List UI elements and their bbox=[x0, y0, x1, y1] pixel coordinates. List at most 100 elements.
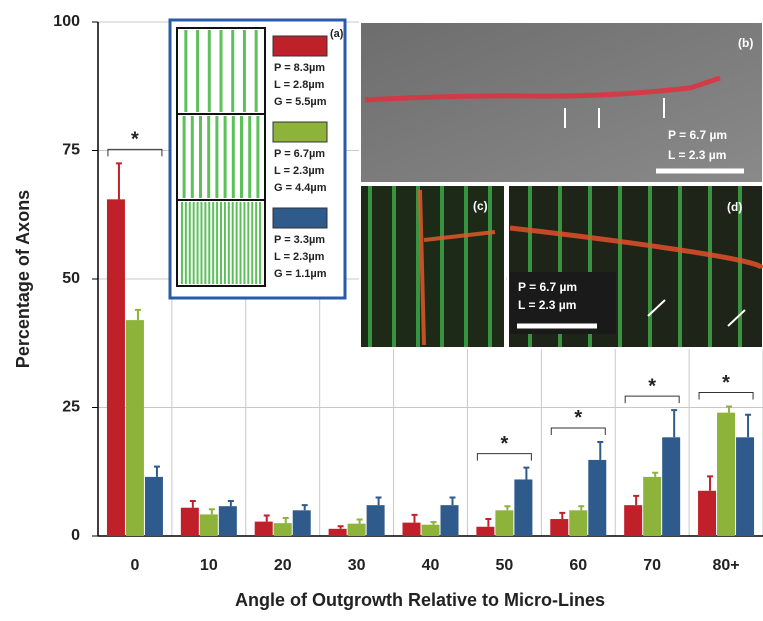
inset-text: L = 2.3 µm bbox=[518, 298, 576, 312]
inset-label: (b) bbox=[738, 36, 753, 50]
inset-label: (a) bbox=[330, 28, 344, 40]
micro-lines bbox=[368, 186, 492, 347]
error-bar bbox=[597, 440, 604, 460]
legend-swatch bbox=[272, 121, 328, 143]
bar bbox=[328, 528, 347, 536]
x-tick-label: 80+ bbox=[712, 557, 739, 574]
bar bbox=[624, 505, 643, 536]
error-bar bbox=[189, 500, 196, 508]
legend-swatch bbox=[272, 35, 328, 57]
x-tick-label: 50 bbox=[495, 557, 513, 574]
bar bbox=[218, 506, 237, 536]
bar bbox=[421, 524, 440, 536]
bar bbox=[662, 437, 681, 536]
x-tick-label: 70 bbox=[643, 557, 661, 574]
legend-label: P = 8.3µm bbox=[274, 62, 325, 74]
legend-label: G = 1.1µm bbox=[274, 268, 327, 280]
legend-label: G = 5.5µm bbox=[274, 96, 327, 108]
error-bar bbox=[485, 518, 492, 527]
bar bbox=[495, 510, 514, 536]
bar bbox=[588, 459, 607, 536]
inset-text: P = 6.7 µm bbox=[668, 128, 727, 142]
x-tick-label: 30 bbox=[348, 557, 366, 574]
inset-b-photo bbox=[359, 21, 763, 184]
bar bbox=[736, 437, 755, 536]
bar bbox=[476, 526, 495, 536]
inset-text: P = 6.7 µm bbox=[518, 280, 577, 294]
error-bar bbox=[707, 475, 714, 491]
axon-trace bbox=[418, 189, 496, 346]
axon-trace bbox=[509, 225, 763, 270]
axon-trace bbox=[364, 75, 721, 103]
error-bar bbox=[115, 162, 122, 200]
legend-label: P = 6.7µm bbox=[274, 148, 325, 160]
y-tick-label: 25 bbox=[62, 399, 80, 416]
legend-label: P = 3.3µm bbox=[274, 234, 325, 246]
error-bar bbox=[671, 409, 678, 438]
significance-bracket bbox=[698, 391, 754, 400]
y-tick-label: 100 bbox=[53, 13, 80, 30]
significance-bracket bbox=[624, 395, 680, 404]
bar bbox=[292, 510, 311, 536]
error-bar bbox=[301, 504, 308, 511]
bar bbox=[144, 476, 163, 536]
significance-label: * bbox=[722, 372, 730, 394]
error-bar bbox=[559, 511, 566, 520]
bar bbox=[180, 507, 199, 536]
error-bar bbox=[208, 508, 215, 515]
legend-label: G = 4.4µm bbox=[274, 182, 327, 194]
significance-bracket bbox=[550, 427, 606, 435]
y-tick-label: 0 bbox=[71, 527, 80, 544]
significance-label: * bbox=[131, 129, 139, 151]
x-tick-label: 40 bbox=[422, 557, 440, 574]
error-bar bbox=[227, 500, 234, 507]
bar bbox=[199, 514, 218, 536]
error-bar bbox=[153, 465, 160, 477]
bar bbox=[273, 523, 292, 536]
bar bbox=[550, 519, 569, 536]
x-tick-label: 10 bbox=[200, 557, 218, 574]
bar bbox=[514, 479, 533, 536]
inset-text: L = 2.3 µm bbox=[668, 148, 726, 162]
error-bar bbox=[449, 496, 456, 506]
error-bar bbox=[523, 466, 530, 480]
significance-label: * bbox=[574, 407, 582, 429]
legend-label: L = 2.3µm bbox=[274, 165, 325, 177]
significance-label: * bbox=[648, 375, 656, 397]
pattern-panel bbox=[176, 113, 266, 201]
error-bar bbox=[282, 517, 289, 524]
x-axis-label: Angle of Outgrowth Relative to Micro-Lin… bbox=[235, 590, 605, 610]
arrows bbox=[647, 299, 746, 327]
significance-bracket bbox=[107, 148, 163, 157]
bar bbox=[717, 412, 736, 536]
bar bbox=[402, 522, 421, 536]
error-bar bbox=[745, 413, 752, 438]
error-bar bbox=[578, 505, 585, 511]
significance-bracket bbox=[476, 453, 532, 461]
x-tick-label: 20 bbox=[274, 557, 292, 574]
y-tick-label: 75 bbox=[62, 142, 80, 159]
legend-label: L = 2.8µm bbox=[274, 79, 325, 91]
arrows bbox=[564, 98, 665, 128]
legend-label: L = 2.3µm bbox=[274, 251, 325, 263]
bar bbox=[698, 490, 717, 536]
error-bar bbox=[375, 496, 382, 506]
inset-label: (c) bbox=[473, 199, 488, 213]
error-bar bbox=[633, 494, 640, 506]
y-axis-label: Percentage of Axons bbox=[13, 190, 33, 368]
y-tick-label: 50 bbox=[62, 270, 80, 287]
error-bar bbox=[337, 525, 344, 529]
error-bar bbox=[134, 308, 141, 321]
insets: P = 8.3µm L = 2.8µm G = 5.5µm P = 6.7µm L = … bbox=[168, 18, 763, 349]
bar bbox=[106, 199, 125, 536]
error-bar bbox=[430, 521, 437, 525]
bar bbox=[347, 523, 366, 536]
bar bbox=[643, 476, 662, 536]
significance-label: * bbox=[500, 433, 508, 455]
error-bar bbox=[356, 518, 363, 524]
bar bbox=[366, 505, 385, 536]
bar bbox=[254, 521, 273, 536]
legend-swatch bbox=[272, 207, 328, 229]
error-bar bbox=[652, 471, 659, 477]
